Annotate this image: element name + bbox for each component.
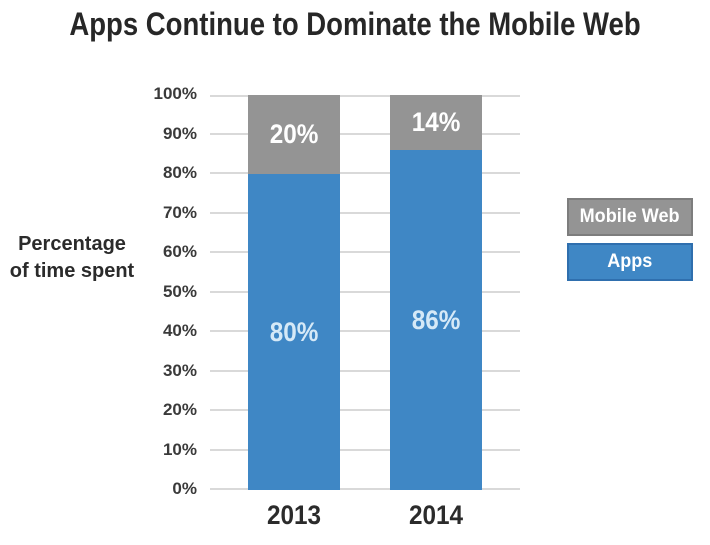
bar-value-label-mobile-web-2014: 14% [411,107,461,138]
grid-line-80 [210,172,520,174]
chart-title: Apps Continue to Dominate the Mobile Web [69,6,641,42]
bar-2014: 14% 86% [390,95,482,490]
grid-line-100 [210,95,520,97]
y-tick-label-60: 60% [162,242,197,261]
plot-area: 20% 80% 14% 86% [210,95,520,490]
grid-line-0 [210,488,520,490]
y-tick-label-20: 20% [162,400,197,419]
y-axis-title: Percentage of time spent [6,231,138,285]
legend-item-mobile-web: Mobile Web [567,198,693,236]
y-tick-label-0: 0% [172,479,197,498]
legend: Mobile Web Apps [567,198,693,288]
grid-line-20 [210,409,520,411]
grid-line-60 [210,251,520,253]
grid-line-30 [210,369,520,372]
legend-label-mobile-web: Mobile Web [580,206,680,227]
bar-segment-mobile-web-2013: 20% [248,95,340,174]
bar-value-label-apps-2013: 80% [269,316,319,347]
y-tick-label-80: 80% [162,163,197,182]
y-tick-label-50: 50% [162,281,197,301]
grid-line-50 [210,290,520,293]
y-tick-label-70: 70% [162,202,197,222]
bar-value-label-mobile-web-2013: 20% [269,119,319,149]
y-tick-label-30: 30% [162,360,197,380]
bar-segment-mobile-web-2014: 14% [390,95,482,151]
grid-line-90 [210,132,520,135]
x-tick-label-2013: 2013 [266,500,322,530]
grid-line-10 [210,448,520,451]
y-axis-title-line2: of time spent [9,260,135,282]
legend-label-apps: Apps [607,251,653,272]
bar-2013: 20% 80% [248,95,340,490]
y-tick-label-10: 10% [162,439,197,459]
bar-segment-apps-2014: 86% [390,150,482,490]
grid-line-40 [210,330,520,332]
legend-item-apps: Apps [567,243,693,281]
y-tick-label-100: 100% [153,84,197,103]
bar-value-label-apps-2014: 86% [411,304,461,335]
grid-line-70 [210,211,520,214]
bar-segment-apps-2013: 80% [248,174,340,490]
y-tick-label-90: 90% [162,123,197,143]
y-tick-label-40: 40% [162,321,197,340]
y-axis-title-line1: Percentage [18,233,126,255]
x-tick-label-2014: 2014 [408,500,464,530]
